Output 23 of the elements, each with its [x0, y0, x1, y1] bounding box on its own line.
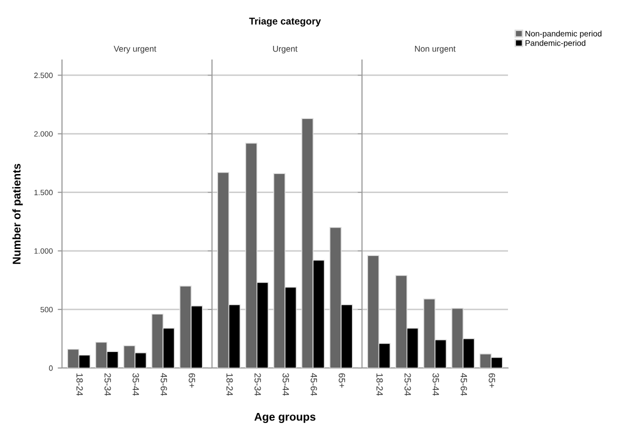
x-tick-label: 35-44: [132, 373, 139, 396]
x-tick-label: 25-34: [104, 373, 111, 396]
chart-title: Triage category: [249, 17, 321, 27]
x-tick-label: 25-34: [404, 373, 411, 396]
x-tick-label: 35-44: [432, 373, 439, 396]
y-axis-title: Number of patients: [12, 164, 23, 264]
x-tick-label: 65+: [338, 373, 346, 388]
legend-label: Non-pandemic period: [526, 30, 602, 38]
x-tick-label: 45-64: [160, 373, 168, 396]
chart-subtitle: Urgent: [273, 46, 298, 54]
x-tick-label: 18-24: [376, 374, 383, 396]
x-tick-label: 18-24: [76, 374, 83, 396]
x-axis-title: Age groups: [254, 412, 316, 423]
legend-label: Pandemic-period: [526, 40, 586, 48]
x-tick-label: 35-44: [282, 373, 289, 396]
chart-subtitle: Non urgent: [415, 46, 456, 54]
x-tick-label: 45-64: [460, 373, 468, 396]
x-tick-label: 65+: [488, 373, 496, 388]
chart-subtitle: Very urgent: [114, 46, 156, 54]
x-tick-label: 45-64: [310, 373, 318, 396]
x-tick-label: 18-24: [226, 374, 233, 396]
x-tick-label: 25-34: [254, 373, 261, 396]
x-tick-label: 65+: [188, 373, 196, 388]
